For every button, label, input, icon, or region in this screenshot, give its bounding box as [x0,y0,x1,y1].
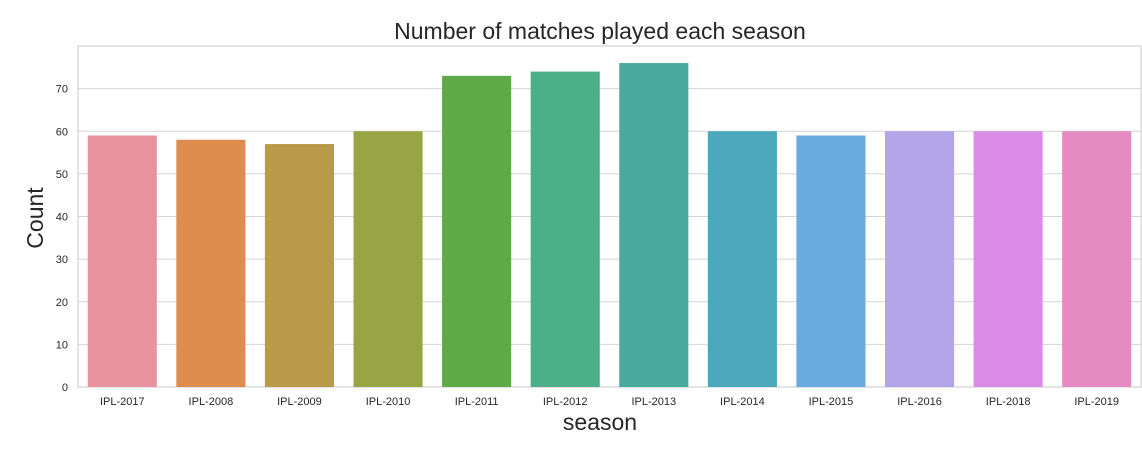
x-tick-label: IPL-2016 [897,396,942,408]
x-tick-label: IPL-2018 [986,396,1031,408]
x-tick-label: IPL-2012 [543,396,588,408]
bar-ipl-2011 [442,75,512,388]
x-tick-label: IPL-2015 [809,396,854,408]
x-tick-label: IPL-2009 [277,396,322,408]
bar-ipl-2016 [884,131,955,387]
gridlines [78,88,1141,388]
x-tick-labels: IPL-2017 IPL-2008 IPL-2009 IPL-2010 IPL-2011… [100,396,1119,408]
y-tick-label: 50 [56,169,68,181]
y-tick-label: 40 [56,212,68,224]
y-tick-label: 20 [56,297,68,309]
bar-ipl-2010 [353,131,423,387]
bar-ipl-2013 [619,63,689,388]
x-tick-label: IPL-2011 [455,396,499,408]
y-tick-label: 30 [56,254,68,266]
x-tick-label: IPL-2019 [1074,396,1119,408]
y-tick-label: 60 [56,126,68,138]
plot-frame [77,45,1142,388]
x-axis-label: season [563,409,637,435]
bar-ipl-2012 [530,71,600,387]
bars [87,63,1132,388]
x-tick-label: IPL-2017 [100,396,145,408]
x-tick-label: IPL-2010 [366,396,411,408]
bar-ipl-2015 [796,135,866,387]
x-tick-label: IPL-2013 [631,396,676,408]
y-tick-labels: 0 10 20 30 40 50 60 70 [56,84,68,394]
chart-title: Number of matches played each season [394,18,806,44]
bar-ipl-2018 [973,131,1043,387]
x-tick-label: IPL-2008 [189,396,234,408]
bar-ipl-2009 [264,144,335,387]
bar-ipl-2017 [87,135,157,387]
x-tick-label: IPL-2014 [720,396,765,408]
y-tick-label: 70 [56,84,68,96]
bar-ipl-2019 [1062,131,1132,387]
bar-ipl-2014 [707,131,777,387]
y-axis-label: Count [22,187,48,249]
y-tick-label: 10 [56,339,68,351]
y-tick-label: 0 [62,382,68,394]
bar-ipl-2008 [176,139,246,387]
